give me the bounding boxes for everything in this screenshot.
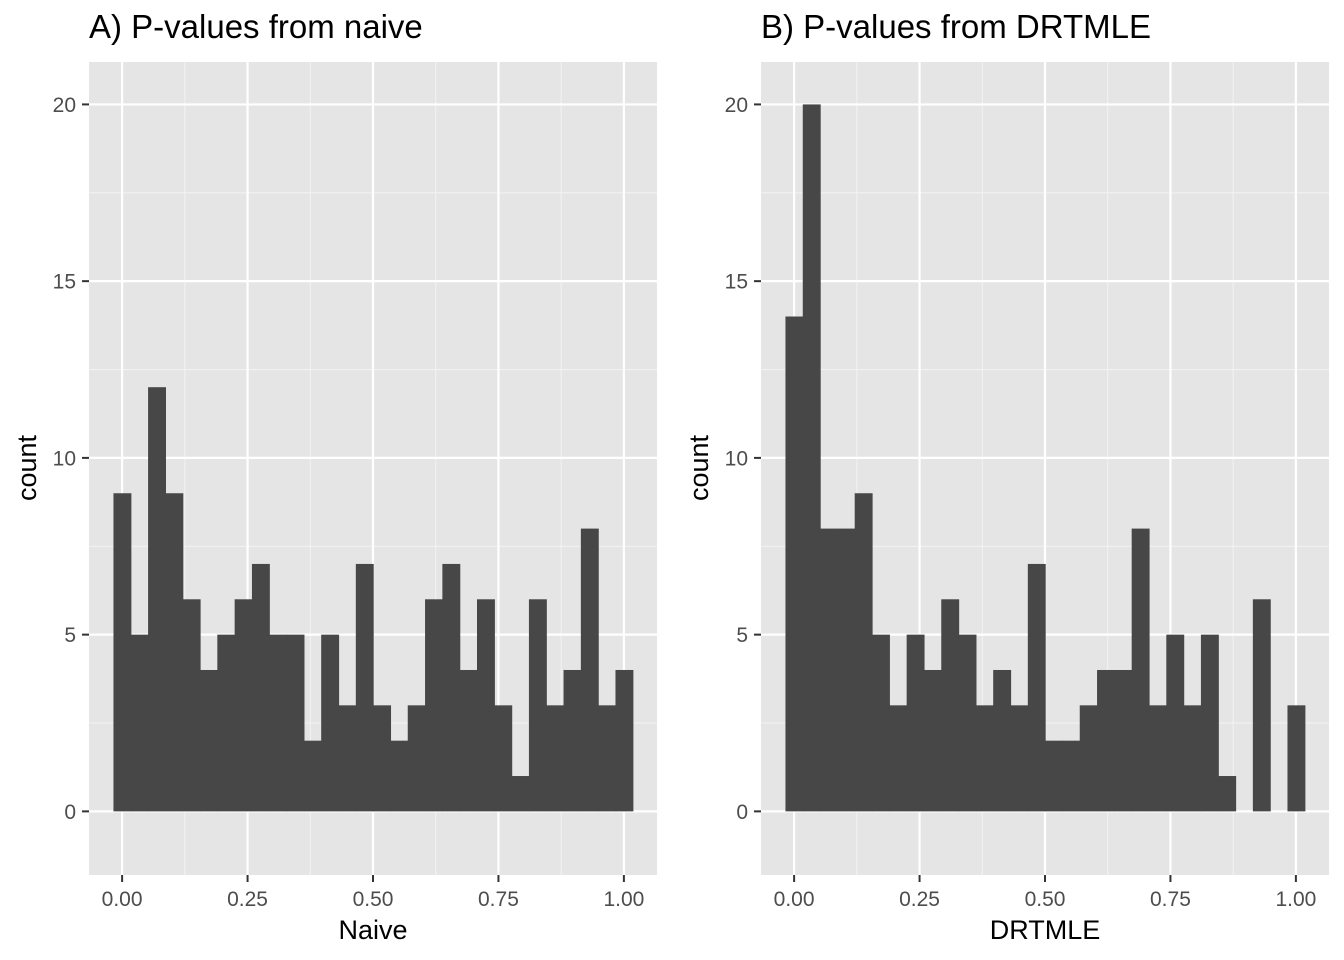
histogram-bar <box>338 705 357 812</box>
histogram-bar <box>407 705 426 812</box>
x-tick-label: 1.00 <box>603 888 644 911</box>
y-tick-label: 20 <box>725 94 748 117</box>
y-tick-label: 20 <box>53 94 76 117</box>
histogram-bar <box>580 528 599 812</box>
histogram-bar <box>459 669 478 812</box>
histogram-bar <box>494 705 513 812</box>
chart-title: B) P-values from DRTMLE <box>761 8 1151 45</box>
histogram-bar <box>1200 634 1219 812</box>
histogram-bar <box>234 599 253 812</box>
histogram-bar <box>251 563 270 812</box>
histogram-bar <box>269 634 288 812</box>
bars-naive <box>113 387 634 812</box>
histogram-bar <box>1097 669 1115 812</box>
x-tick-label: 0.50 <box>1025 888 1066 911</box>
histogram-bar <box>321 634 340 812</box>
histogram-bar <box>854 493 873 812</box>
histogram-bar <box>1183 705 1202 812</box>
histogram-bar <box>941 599 960 812</box>
histogram-bar <box>1148 705 1167 812</box>
histogram-bar <box>165 493 184 812</box>
x-tick-label: 1.00 <box>1275 888 1316 911</box>
x-tick-label: 0.75 <box>478 888 519 911</box>
histogram-bar <box>598 705 617 812</box>
histogram-bar <box>546 705 565 812</box>
histogram-bar <box>182 599 201 812</box>
histogram-drtmle: 0.00 0.25 0.50 0.75 1.00 0 5 10 15 20 B) P-values… <box>684 8 1329 945</box>
histogram-bar <box>1062 740 1081 812</box>
x-tick-label: 0.00 <box>102 888 143 911</box>
y-tick-label: 0 <box>64 801 76 824</box>
histogram-bar <box>1252 599 1271 812</box>
histogram-bar <box>148 387 166 812</box>
histogram-bar <box>217 634 236 812</box>
y-tick-label: 10 <box>53 447 76 470</box>
histogram-bar <box>1218 776 1237 812</box>
histogram-bar <box>785 316 804 812</box>
x-tick-label: 0.25 <box>899 888 940 911</box>
histogram-bar <box>286 634 305 812</box>
histogram-bar <box>1027 563 1046 812</box>
histogram-bar <box>1079 705 1098 812</box>
histogram-bar <box>993 669 1012 812</box>
x-tick-label: 0.50 <box>353 888 394 911</box>
histogram-bar <box>837 528 856 812</box>
y-tick-label: 5 <box>736 624 748 647</box>
histogram-bar <box>1010 705 1029 812</box>
x-tick-label: 0.75 <box>1150 888 1191 911</box>
x-axis-title: DRTMLE <box>990 915 1101 945</box>
y-tick-label: 10 <box>725 447 748 470</box>
histogram-bar <box>390 740 409 812</box>
histogram-bar <box>1166 634 1185 812</box>
histogram-bar <box>511 776 530 812</box>
histogram-bar <box>958 634 977 812</box>
y-axis-title: count <box>12 434 42 501</box>
axes-drtmle: 0.00 0.25 0.50 0.75 1.00 0 5 10 15 20 <box>725 94 1317 911</box>
histogram-bar <box>1045 740 1064 812</box>
histogram-bar <box>802 104 821 812</box>
y-axis-title: count <box>684 434 714 501</box>
histogram-naive: 0.00 0.25 0.50 0.75 1.00 0 5 10 15 20 A) P-values… <box>12 8 657 945</box>
x-tick-label: 0.00 <box>774 888 815 911</box>
x-tick-label: 0.25 <box>227 888 268 911</box>
histogram-bar <box>923 669 942 812</box>
x-axis-title: Naive <box>338 915 407 945</box>
histogram-bar <box>355 563 374 812</box>
histogram-bar <box>563 669 582 812</box>
histogram-bar <box>872 634 890 812</box>
histogram-bar <box>615 669 634 812</box>
histogram-bar <box>975 705 994 812</box>
histogram-bar <box>1131 528 1150 812</box>
histogram-bar <box>476 599 495 812</box>
histogram-bar <box>820 528 838 812</box>
histogram-bar <box>373 705 392 812</box>
histogram-bar <box>906 634 925 812</box>
histogram-bar <box>528 599 547 812</box>
y-tick-label: 15 <box>53 271 76 294</box>
histogram-bar <box>200 669 218 812</box>
histogram-bar <box>113 493 132 812</box>
axes-naive: 0.00 0.25 0.50 0.75 1.00 0 5 10 15 20 <box>53 94 645 911</box>
histogram-bar <box>425 599 443 812</box>
histogram-bar <box>889 705 908 812</box>
bars-drtmle <box>785 104 1306 812</box>
histogram-bar <box>1114 669 1133 812</box>
y-tick-label: 15 <box>725 271 748 294</box>
y-tick-label: 5 <box>64 624 76 647</box>
histogram-bar <box>130 634 149 812</box>
histogram-bar <box>1287 705 1306 812</box>
y-tick-label: 0 <box>736 801 748 824</box>
histogram-bar <box>303 740 322 812</box>
chart-title: A) P-values from naive <box>89 8 423 45</box>
histogram-bar <box>442 563 461 812</box>
